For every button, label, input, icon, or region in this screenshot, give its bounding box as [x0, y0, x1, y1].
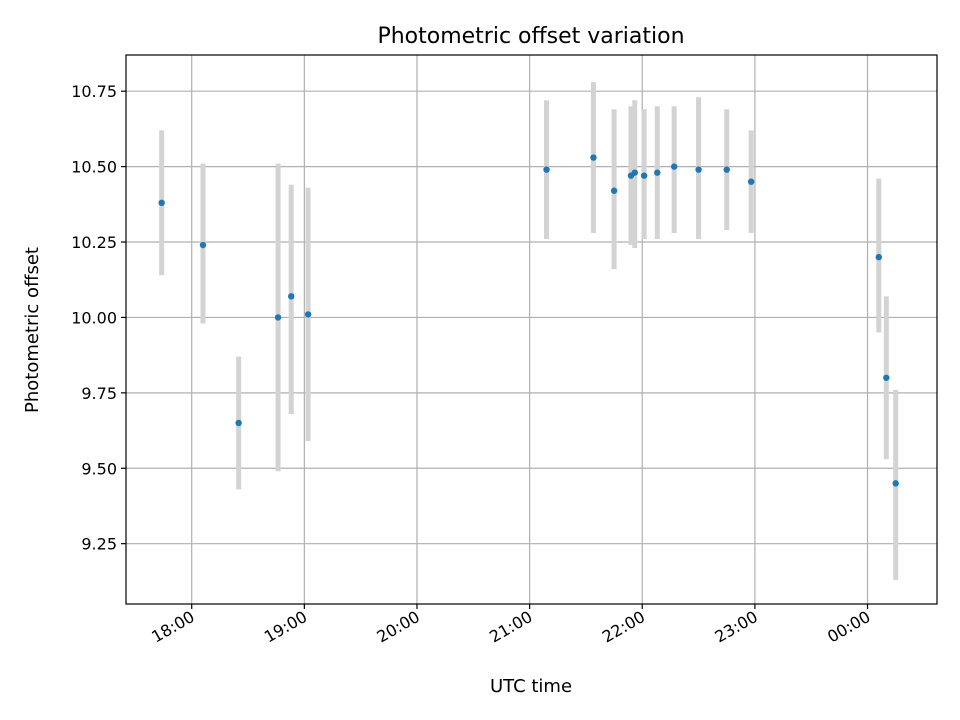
y-tick-label: 9.50: [81, 459, 117, 478]
y-tick-label: 10.00: [71, 308, 117, 327]
data-point: [670, 163, 678, 170]
y-tick-label: 10.25: [71, 233, 117, 252]
data-point: [640, 172, 648, 179]
data-point: [610, 187, 618, 194]
x-axis-label: UTC time: [490, 676, 572, 697]
data-point: [158, 199, 165, 207]
data-point: [875, 253, 883, 261]
x-tick-label: 20:00: [374, 607, 423, 647]
plot-frame: [125, 54, 938, 605]
x-tick-label: 21:00: [486, 607, 535, 647]
data-point: [590, 154, 597, 161]
y-axis-label: Photometric offset: [22, 247, 43, 413]
point-layer: [158, 154, 899, 487]
data-point: [892, 480, 899, 487]
x-tick-label: 18:00: [148, 607, 197, 647]
y-tick-label: 9.25: [81, 535, 117, 554]
y-tick-label: 9.75: [81, 384, 117, 403]
data-point: [631, 169, 638, 176]
chart-title: Photometric offset variation: [377, 24, 684, 49]
x-tick-label: 19:00: [261, 607, 310, 647]
data-point: [199, 241, 207, 249]
y-tick-label: 10.50: [71, 158, 117, 177]
data-point: [235, 419, 242, 427]
errorbar-layer: [159, 82, 899, 580]
data-point: [723, 166, 730, 173]
x-tick-label: 00:00: [824, 607, 873, 647]
data-point: [274, 314, 282, 321]
y-tick-label: 10.75: [71, 82, 117, 101]
data-point: [747, 178, 755, 185]
grid-layer: [126, 55, 937, 604]
data-point: [654, 169, 661, 176]
data-point: [304, 311, 312, 318]
x-tick-label: 22:00: [599, 607, 648, 647]
data-point: [695, 166, 702, 173]
data-point: [288, 293, 295, 300]
data-point: [543, 166, 550, 173]
x-tick-label: 23:00: [711, 607, 760, 647]
data-point: [883, 374, 890, 381]
